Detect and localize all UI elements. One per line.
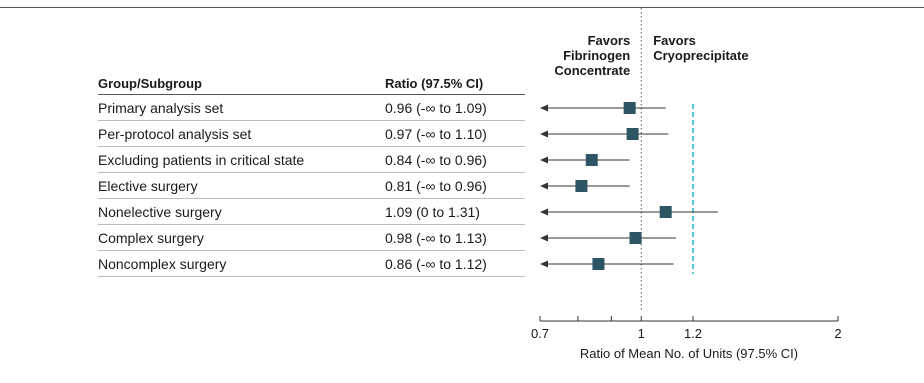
ratio-value: 0.86 (-∞ to 1.12) (385, 256, 487, 272)
point-estimate (629, 232, 642, 244)
ci-arrow (540, 208, 548, 216)
group-label: Complex surgery (98, 230, 204, 246)
x-axis-title: Ratio of Mean No. of Units (97.5% CI) (580, 346, 798, 361)
ratio-column-header: Ratio (97.5% CI) (385, 76, 484, 91)
group-label: Primary analysis set (98, 100, 224, 116)
point-estimate (623, 102, 636, 114)
point-estimate (626, 128, 639, 140)
point-estimate (585, 154, 598, 166)
point-estimate (659, 206, 672, 218)
top-rule (0, 7, 924, 8)
ratio-value: 0.81 (-∞ to 0.96) (385, 178, 487, 194)
point-estimate (592, 258, 605, 270)
ratio-value: 0.98 (-∞ to 1.13) (385, 230, 487, 246)
header-rule (98, 94, 525, 95)
group-label: Excluding patients in critical state (98, 152, 305, 168)
table-row: Noncomplex surgery 0.86 (-∞ to 1.12) (98, 251, 525, 277)
x-tick-label: 0.7 (531, 326, 549, 341)
favors-right-label: Cryoprecipitate (653, 48, 748, 63)
group-label: Elective surgery (98, 178, 198, 194)
row-divider (98, 146, 525, 147)
table-row: Excluding patients in critical state 0.84… (98, 147, 525, 173)
x-tick-label: 2 (834, 326, 841, 341)
group-label: Noncomplex surgery (98, 256, 227, 272)
row-divider (98, 224, 525, 225)
group-column-header: Group/Subgroup (98, 76, 202, 91)
favors-left-label: Concentrate (554, 63, 630, 78)
table-row: Per-protocol analysis set 0.97 (-∞ to 1.1… (98, 121, 525, 147)
ratio-value: 1.09 (0 to 1.31) (385, 204, 480, 220)
favors-right-label: Favors (653, 33, 696, 48)
row-divider (98, 172, 525, 173)
favors-left-label: Fibrinogen (563, 48, 630, 63)
x-tick-label: 1.2 (684, 326, 702, 341)
ratio-value: 0.96 (-∞ to 1.09) (385, 100, 487, 116)
row-divider (98, 250, 525, 251)
group-label: Per-protocol analysis set (98, 126, 252, 142)
table-row: Complex surgery 0.98 (-∞ to 1.13) (98, 225, 525, 251)
ci-arrow (540, 104, 548, 112)
ratio-value: 0.97 (-∞ to 1.10) (385, 126, 487, 142)
group-label: Nonelective surgery (98, 204, 222, 220)
row-divider (98, 276, 525, 277)
point-estimate (575, 180, 588, 192)
row-divider (98, 120, 525, 121)
table-row: Primary analysis set 0.96 (-∞ to 1.09) (98, 95, 525, 121)
ratio-value: 0.84 (-∞ to 0.96) (385, 152, 487, 168)
row-divider (98, 198, 525, 199)
favors-left-label: Favors (588, 33, 631, 48)
x-tick-label: 1 (638, 326, 645, 341)
table-row: Nonelective surgery 1.09 (0 to 1.31) (98, 199, 525, 225)
ci-arrow (540, 260, 548, 268)
table-row: Elective surgery 0.81 (-∞ to 0.96) (98, 173, 525, 199)
ci-arrow (540, 182, 548, 190)
ci-arrow (540, 234, 548, 242)
ci-arrow (540, 156, 548, 164)
ci-arrow (540, 130, 548, 138)
